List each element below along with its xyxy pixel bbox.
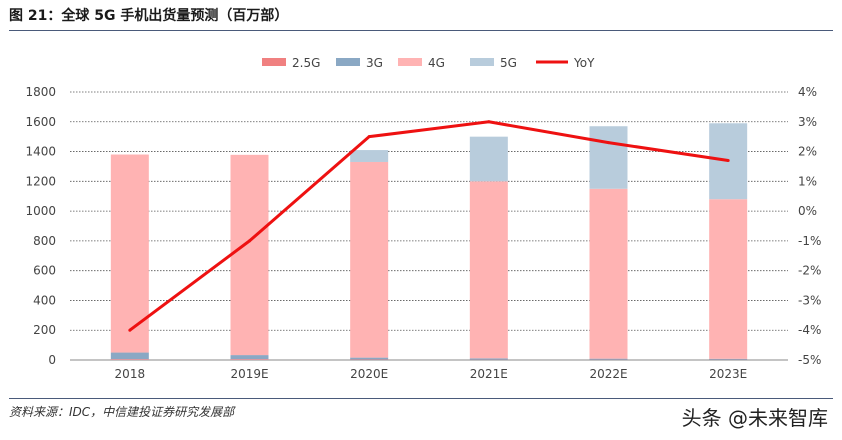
bar-4g-2021e xyxy=(469,181,508,359)
bar-25g-2019e xyxy=(230,359,269,360)
bar-3g-2019e xyxy=(230,355,269,360)
y-left-tick-label: 200 xyxy=(33,323,56,337)
legend-label: 2.5G xyxy=(292,56,320,70)
y-left-tick-label: 1400 xyxy=(25,145,56,159)
bar-5g-2020e xyxy=(350,150,389,162)
y-right-tick-label: -5% xyxy=(798,353,821,367)
bar-3g-2023e xyxy=(709,358,748,360)
legend-swatch-4g xyxy=(398,58,422,66)
bar-4g-2022e xyxy=(589,188,628,359)
y-left-tick-label: 1200 xyxy=(25,174,56,188)
yoy-line xyxy=(128,120,729,332)
bar-3g-2020e xyxy=(350,357,389,360)
legend-label: 5G xyxy=(500,56,517,70)
source-note: 资料来源：IDC，中信建投证券研究发展部 xyxy=(9,405,235,419)
y-left-tick-label: 800 xyxy=(33,234,56,248)
legend-swatch-5g xyxy=(470,58,494,66)
y-left-tick-label: 400 xyxy=(33,293,56,307)
bar-4g-2019e xyxy=(230,154,269,356)
yoy-point xyxy=(128,328,132,332)
y-right-tick-label: -3% xyxy=(798,293,821,307)
bar-5g-2022e xyxy=(589,126,628,189)
y-right-tick-label: 3% xyxy=(798,115,817,129)
bar-25g-2018 xyxy=(110,359,149,360)
legend-label: 4G xyxy=(428,56,445,70)
legend-label: YoY xyxy=(573,56,595,70)
y-right-tick-label: 1% xyxy=(798,174,817,188)
bottom-divider xyxy=(9,398,833,399)
bar-5g-2021e xyxy=(469,136,508,182)
x-tick-label: 2022E xyxy=(589,367,627,381)
yoy-point xyxy=(248,239,251,243)
y-left-tick-label: 1000 xyxy=(25,204,56,218)
yoy-point xyxy=(367,135,371,139)
legend-swatch-3g xyxy=(336,58,360,66)
legend-swatch-25g xyxy=(262,58,286,66)
legend-label: 3G xyxy=(366,56,383,70)
bar-3g-2022e xyxy=(589,358,628,360)
y-right-tick-label: 4% xyxy=(798,85,817,99)
y-right-tick-label: -4% xyxy=(798,323,821,337)
x-tick-label: 2020E xyxy=(350,367,388,381)
bar-line-chart: 0 200 400 600 800 1000 1200 1400 1600 1800 -5% -4% -… xyxy=(25,56,821,381)
y-right-tick-label: 2% xyxy=(798,145,817,159)
y-left-tick-label: 1600 xyxy=(25,115,56,129)
yoy-point xyxy=(726,158,730,162)
bar-3g-2021e xyxy=(469,358,508,360)
x-tick-label: 2019E xyxy=(230,367,268,381)
chart-title: 图 21：全球 5G 手机出货量预测（百万部） xyxy=(9,8,289,24)
bar-4g-2018 xyxy=(110,154,149,353)
y-left-tick-label: 0 xyxy=(48,353,56,367)
top-divider xyxy=(9,30,833,31)
bar-4g-2020e xyxy=(350,161,389,358)
y-left-tick-label: 600 xyxy=(33,264,56,278)
x-tick-label: 2023E xyxy=(709,367,747,381)
bar-4g-2023e xyxy=(709,199,748,359)
y-right-tick-label: -1% xyxy=(798,234,821,248)
yoy-point xyxy=(487,120,491,124)
y-left-tick-label: 1800 xyxy=(25,85,56,99)
y-right-tick-label: -2% xyxy=(798,264,821,278)
yoy-point xyxy=(607,141,610,145)
bar-3g-2018 xyxy=(110,352,149,360)
x-tick-label: 2018 xyxy=(115,367,146,381)
x-tick-label: 2021E xyxy=(470,367,508,381)
watermark: 头条 @未来智库 xyxy=(681,406,828,430)
y-right-tick-label: 0% xyxy=(798,204,817,218)
